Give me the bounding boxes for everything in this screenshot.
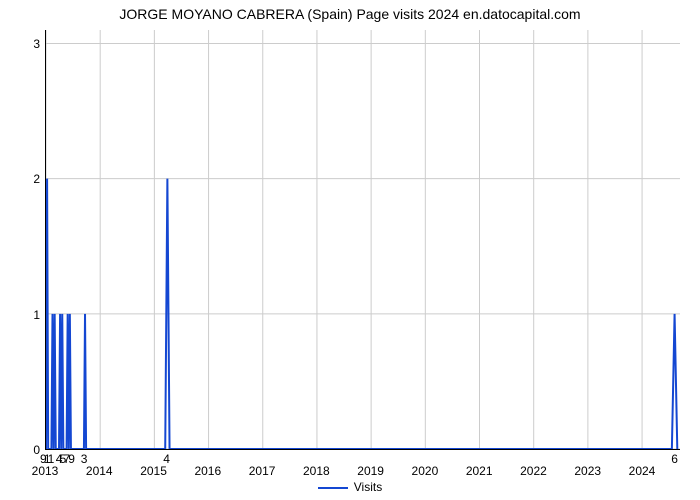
x-tick-label: 2018 — [303, 464, 330, 478]
x-tick-label: 2015 — [140, 464, 167, 478]
x-tick-label: 2023 — [574, 464, 601, 478]
x-tick-label: 2022 — [520, 464, 547, 478]
x-tick-label: 2019 — [357, 464, 384, 478]
y-tick-label: 3 — [33, 37, 40, 51]
x-tick-label: 2024 — [629, 464, 656, 478]
legend-label: Visits — [354, 480, 382, 494]
legend: Visits — [0, 480, 700, 494]
x-tick-label: 2017 — [249, 464, 276, 478]
point-label: 3 — [81, 452, 88, 466]
plot-area — [45, 30, 680, 450]
x-tick-label: 2021 — [466, 464, 493, 478]
point-label: 4 — [163, 452, 170, 466]
y-tick-label: 0 — [33, 443, 40, 457]
point-label: 9 — [68, 452, 75, 466]
x-tick-label: 2016 — [194, 464, 221, 478]
plot-svg — [46, 30, 680, 449]
x-tick-label: 2014 — [86, 464, 113, 478]
chart-title: JORGE MOYANO CABRERA (Spain) Page visits… — [0, 6, 700, 22]
point-label: 1 — [48, 452, 55, 466]
x-tick-label: 2013 — [32, 464, 59, 478]
point-label: 6 — [671, 452, 678, 466]
chart-container: JORGE MOYANO CABRERA (Spain) Page visits… — [0, 0, 700, 500]
x-tick-label: 2020 — [412, 464, 439, 478]
y-tick-label: 2 — [33, 172, 40, 186]
y-tick-label: 1 — [33, 308, 40, 322]
legend-swatch — [318, 487, 348, 489]
